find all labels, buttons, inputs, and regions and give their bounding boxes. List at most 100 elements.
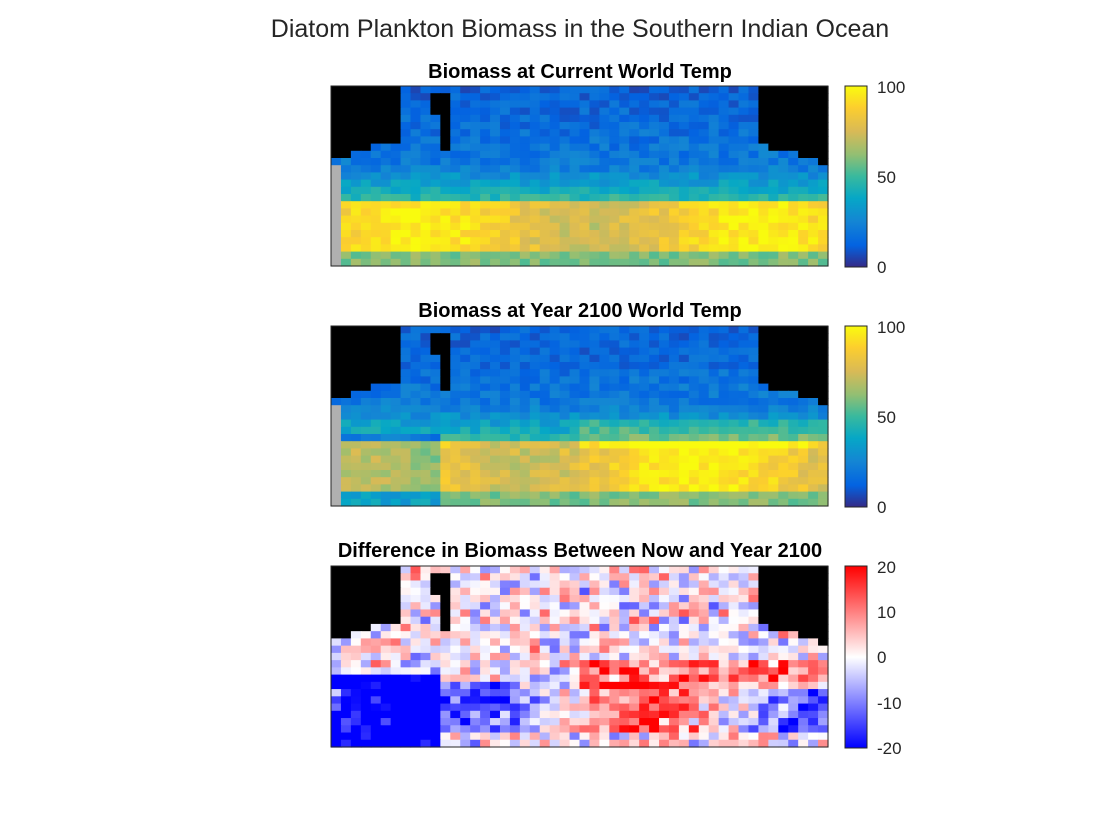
heatmap-cell [331,383,342,392]
heatmap-cell [420,230,431,238]
heatmap-cell [609,201,620,209]
heatmap-cell [758,434,769,442]
heatmap-cell [331,689,342,697]
heatmap-cell [420,347,431,356]
heatmap-cell [370,718,382,726]
heatmap-cell [659,470,670,478]
heatmap-cell [629,470,640,478]
heatmap-cell [798,179,809,188]
heatmap-cell [639,594,650,603]
heatmap-cell [350,739,362,748]
heatmap-cell [589,326,600,334]
heatmap-cell [738,645,750,654]
heatmap-cell [490,609,501,618]
heatmap-cell [400,689,412,697]
heatmap-cell [748,484,760,493]
heatmap-cell [748,710,760,719]
heatmap-cell [748,638,760,647]
heatmap-cell [370,326,382,334]
heatmap-cell [708,587,720,596]
heatmap-cell [360,369,372,377]
heatmap-cell [609,179,620,188]
heatmap-cell [440,594,451,603]
heatmap-cell [629,244,640,253]
heatmap-cell [678,172,690,181]
heatmap-cell [659,448,670,457]
heatmap-cell [808,326,819,334]
heatmap-cell [599,114,610,123]
heatmap-cell [490,158,501,166]
heatmap-cell [728,237,740,245]
heatmap-cell [559,470,571,478]
heatmap-cell [559,215,571,224]
heatmap-cell [639,237,650,245]
heatmap-cell [450,725,461,734]
heatmap-cell [559,107,571,116]
heatmap-cell [748,201,760,209]
heatmap-cell [818,369,829,377]
heatmap-cell [569,462,581,471]
heatmap-cell [688,718,700,726]
heatmap-cell [460,434,471,442]
heatmap-cell [708,732,720,741]
heatmap-cell [460,484,471,493]
heatmap-cell [639,215,650,224]
heatmap-cell [569,491,581,500]
heatmap-cell [430,362,441,370]
heatmap-cell [639,725,650,734]
heatmap-cell [559,347,571,356]
heatmap-cell [490,244,501,253]
heatmap-cell [480,398,491,406]
heatmap-cell [559,326,571,334]
heatmap-cell [579,498,591,507]
heatmap-cell [738,143,750,152]
heatmap-cell [390,631,402,639]
heatmap-cell [390,208,402,217]
heatmap-cell [400,93,412,101]
heatmap-cell [629,136,640,145]
heatmap-cell [629,347,640,356]
heatmap-cell [480,573,491,582]
heatmap-cell [708,129,720,137]
heatmap-cell [499,86,511,94]
heatmap-cell [609,398,620,406]
heatmap-cell [788,696,799,705]
heatmap-cell [579,179,591,188]
heatmap-cell [639,158,650,166]
heatmap-cell [440,362,451,370]
heatmap-cell [480,150,491,159]
heatmap-cell [698,179,710,188]
heatmap-cell [470,398,481,406]
heatmap-cell [768,710,779,719]
heatmap-cell [758,696,769,705]
heatmap-cell [331,455,342,464]
heatmap-cell [728,419,740,428]
heatmap-cell [609,681,620,690]
heatmap-cell [639,732,650,741]
heatmap-cell [519,354,531,363]
heatmap-cell [370,652,382,661]
heatmap-cell [340,107,352,116]
heatmap-cell [808,86,819,94]
heatmap-cell [798,222,809,231]
heatmap-cell [668,383,680,392]
heatmap-cell [808,638,819,647]
heatmap-cell [370,477,382,485]
heatmap-cell [370,434,382,442]
heatmap-cell [360,477,372,485]
heatmap-cell [499,340,511,349]
heatmap-cell [738,194,750,202]
heatmap-cell [340,462,352,471]
heatmap-cell [400,215,412,224]
heatmap-cell [539,470,551,478]
heatmap-cell [678,215,690,224]
heatmap-cell [579,412,591,421]
heatmap-cell [649,354,660,363]
heatmap-cell [808,390,819,399]
heatmap-cell [788,86,799,94]
heatmap-cell [539,441,551,449]
heatmap-cell [718,412,730,421]
heatmap-cell [519,498,531,507]
heatmap-cell [718,390,730,399]
heatmap-cell [579,667,591,676]
